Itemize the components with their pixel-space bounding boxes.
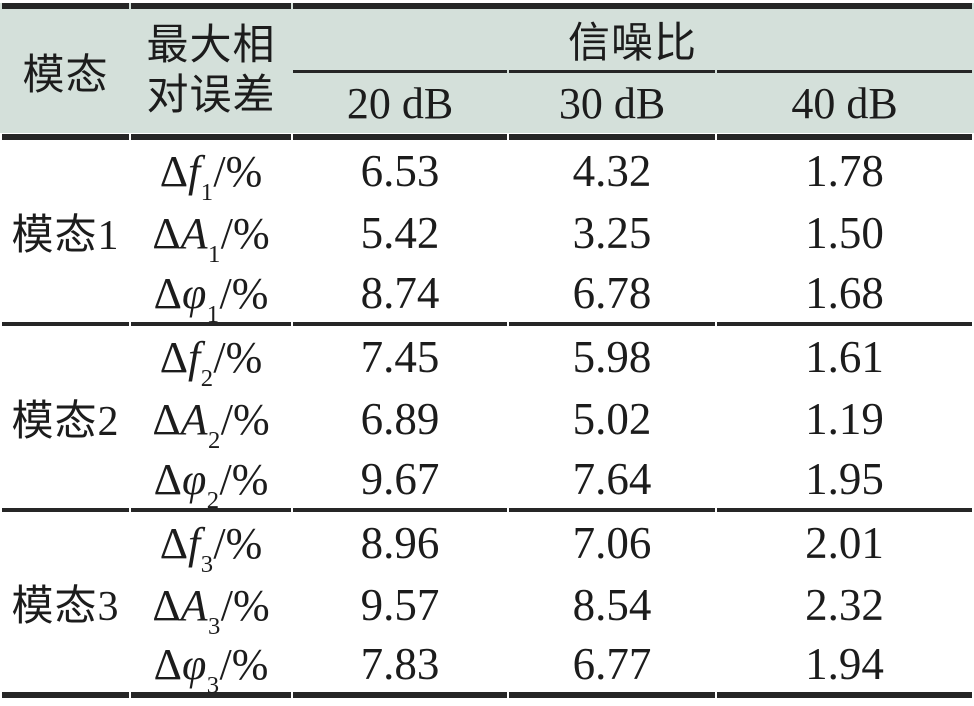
header-snr-30db: 30 dB (509, 70, 715, 140)
header-max-relative-error-line2: 对误差 (146, 72, 276, 119)
metric-subscript: 2 (206, 486, 220, 514)
metric-subscript: 1 (208, 240, 221, 268)
table-row: ΔA3/% 9.57 8.54 2.32 (2, 574, 972, 639)
header-row-2: 20 dB 30 dB 40 dB (2, 70, 972, 140)
value-cell: 9.67 (293, 450, 507, 512)
value-cell: 7.06 (572, 518, 652, 568)
delta-symbol: Δ (159, 518, 188, 568)
delta-symbol: Δ (152, 208, 181, 258)
metric-cell: Δf3/% (131, 512, 291, 577)
metric-unit: /% (220, 208, 270, 258)
metric-subscript: 2 (200, 364, 214, 392)
mode-3-cell: 模态3 (2, 512, 129, 698)
metric-subscript: 2 (208, 426, 221, 454)
value-cell: 1.95 (717, 450, 972, 512)
value-cell: 8.74 (293, 264, 507, 326)
table-header: 模态 最大相 对误差 信噪比 20 dB 30 dB 40 dB (2, 3, 972, 140)
metric-cell: Δf2/% (131, 326, 291, 391)
header-snr-40db: 40 dB (717, 70, 972, 140)
value-cell: 9.57 (360, 580, 440, 630)
metric-cell: Δf1/% (131, 140, 291, 205)
metric-unit: /% (220, 580, 270, 630)
value-cell: 5.98 (572, 332, 652, 382)
metric-cell: Δφ1/% (131, 264, 291, 328)
delta-symbol: Δ (159, 146, 188, 196)
table-row: Δφ2/% 9.67 7.64 1.95 (2, 450, 972, 514)
metric-subscript: 3 (200, 550, 214, 578)
metric-unit: /% (219, 268, 269, 318)
table-row: 模态3 Δf3/% 8.96 7.06 2.01 (2, 512, 972, 698)
table-header-background (0, 3, 974, 133)
metric-cell: ΔA2/% (131, 388, 291, 453)
value-cell: 2.01 (805, 518, 884, 568)
header-max-relative-error: 最大相 对误差 (131, 3, 291, 140)
metric-variable: A (180, 394, 208, 444)
delta-symbol: Δ (152, 580, 181, 630)
metric-variable: f (187, 332, 201, 382)
table-row: Δφ1/% 8.74 6.78 1.68 (2, 264, 972, 328)
metric-unit: /% (220, 394, 270, 444)
value-cell: 6.78 (509, 264, 715, 326)
value-cell: 8.96 (360, 518, 440, 568)
metric-subscript: 3 (208, 612, 221, 640)
metric-variable: A (180, 580, 208, 630)
value-cell: 6.53 (360, 146, 440, 196)
metric-unit: /% (213, 146, 263, 196)
value-cell: 1.94 (717, 636, 972, 698)
max-relative-error-table: 模态 最大相 对误差 信噪比 20 dB 30 dB 40 dB 模态1 Δf1… (0, 3, 974, 698)
table-row: 模态2 Δf2/% 7.45 5.98 1.61 (2, 326, 972, 512)
value-cell: 5.02 (572, 394, 652, 444)
delta-symbol: Δ (152, 394, 181, 444)
delta-symbol: Δ (153, 639, 182, 689)
metric-subscript: 1 (206, 300, 220, 328)
value-cell: 1.78 (805, 146, 884, 196)
table-body: 模态1 Δf1/% 6.53 4.32 1.78 ΔA1/% 5.42 3.25… (2, 140, 972, 698)
metric-variable: f (187, 518, 201, 568)
header-snr: 信噪比 (293, 3, 972, 70)
value-cell: 7.83 (293, 636, 507, 698)
metric-cell: Δφ2/% (131, 450, 291, 514)
mode-2-cell: 模态2 (2, 326, 129, 512)
delta-symbol: Δ (159, 332, 188, 382)
value-cell: 1.61 (805, 332, 884, 382)
value-cell: 1.68 (717, 264, 972, 326)
value-cell: 3.25 (572, 208, 652, 258)
metric-cell: ΔA3/% (131, 574, 291, 639)
metric-variable: f (187, 146, 201, 196)
metric-cell: Δφ3/% (131, 636, 291, 698)
value-cell: 8.54 (572, 580, 652, 630)
delta-symbol: Δ (153, 454, 182, 504)
metric-variable: φ (181, 639, 207, 689)
header-snr-20db: 20 dB (293, 70, 507, 140)
metric-variable: A (180, 208, 208, 258)
header-row-1: 模态 最大相 对误差 信噪比 (2, 3, 972, 140)
metric-cell: ΔA1/% (131, 202, 291, 267)
metric-unit: /% (213, 332, 263, 382)
table-row: 模态1 Δf1/% 6.53 4.32 1.78 (2, 140, 972, 326)
value-cell: 7.64 (509, 450, 715, 512)
table-row: ΔA1/% 5.42 3.25 1.50 (2, 202, 972, 267)
metric-subscript: 1 (200, 178, 214, 206)
value-cell: 7.45 (360, 332, 440, 382)
metric-variable: φ (181, 268, 207, 318)
table-row: ΔA2/% 6.89 5.02 1.19 (2, 388, 972, 453)
value-cell: 1.19 (805, 394, 884, 444)
header-max-relative-error-line1: 最大相 (146, 22, 276, 69)
metric-unit: /% (219, 454, 269, 504)
value-cell: 6.89 (360, 394, 440, 444)
value-cell: 4.32 (572, 146, 652, 196)
value-cell: 5.42 (360, 208, 440, 258)
header-mode: 模态 (2, 3, 129, 140)
metric-subscript: 3 (206, 671, 220, 699)
value-cell: 1.50 (805, 208, 884, 258)
mode-1-cell: 模态1 (2, 140, 129, 326)
table-row: Δφ3/% 7.83 6.77 1.94 (2, 636, 972, 698)
delta-symbol: Δ (153, 268, 182, 318)
value-cell: 6.77 (509, 636, 715, 698)
metric-unit: /% (219, 639, 269, 689)
metric-unit: /% (213, 518, 263, 568)
value-cell: 2.32 (805, 580, 884, 630)
metric-variable: φ (181, 454, 207, 504)
